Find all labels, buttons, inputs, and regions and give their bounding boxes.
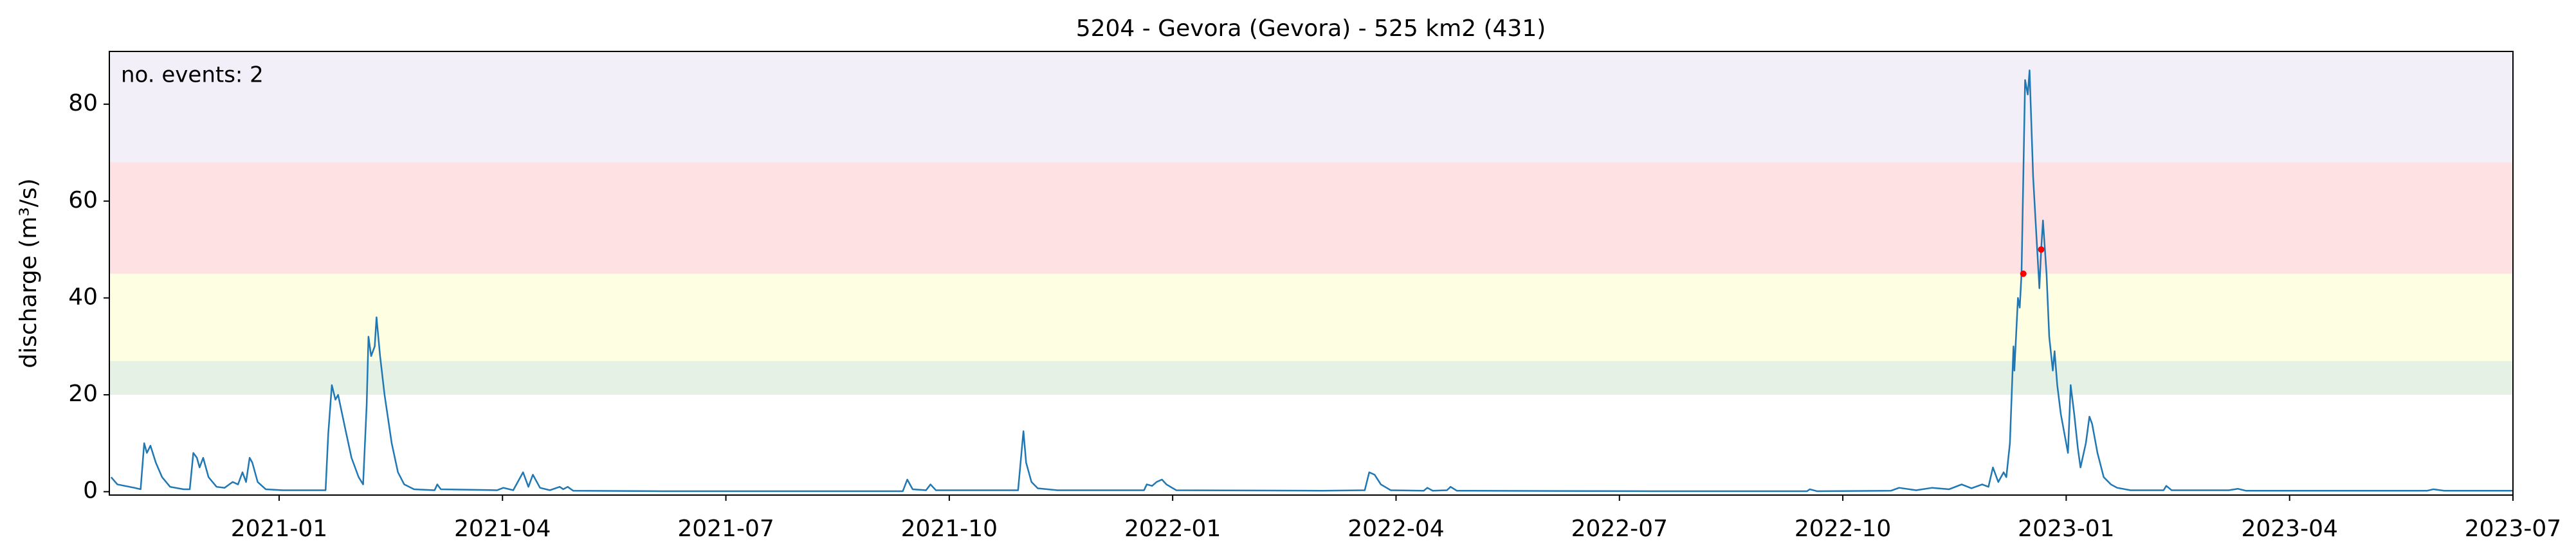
event-point: [2020, 270, 2027, 277]
x-tick-label: 2022-04: [1347, 516, 1444, 542]
x-tick-label: 2021-10: [901, 516, 998, 542]
x-tick-label: 2021-04: [454, 516, 551, 542]
annotation: no. events: 2: [121, 62, 264, 88]
y-tick-label: 20: [68, 381, 98, 407]
threshold-band: [109, 51, 2513, 163]
threshold-band: [109, 162, 2513, 274]
x-tick-label: 2023-07: [2465, 516, 2561, 542]
discharge-line: [110, 69, 2513, 492]
y-tick-label: 80: [68, 90, 98, 116]
threshold-band: [109, 361, 2513, 395]
plot-frame: [109, 51, 2514, 496]
y-tick-label: 0: [83, 478, 98, 504]
y-tick-label: 40: [68, 284, 98, 310]
x-tick-label: 2023-01: [2018, 516, 2114, 542]
x-tick-label: 2021-07: [677, 516, 774, 542]
y-tick-label: 60: [68, 187, 98, 213]
event-point: [2038, 246, 2045, 253]
x-tick-label: 2022-10: [1795, 516, 1891, 542]
x-tick-label: 2023-04: [2241, 516, 2337, 542]
threshold-band: [109, 273, 2513, 361]
x-tick-label: 2022-07: [1571, 516, 1668, 542]
chart-title: 5204 - Gevora (Gevora) - 525 km2 (431): [1076, 15, 1546, 42]
x-tick-label: 2022-01: [1124, 516, 1221, 542]
x-tick-label: 2021-01: [231, 516, 327, 542]
y-axis-label: discharge (m³/s): [15, 178, 42, 368]
